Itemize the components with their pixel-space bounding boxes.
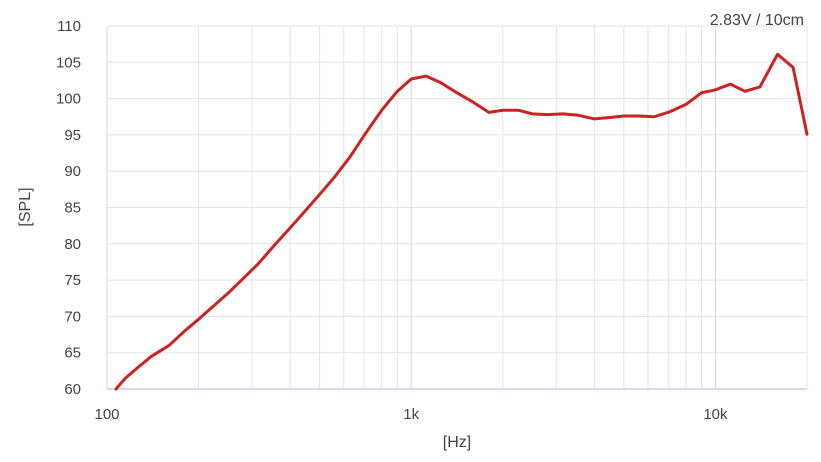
y-tick-labels: 60 65 70 75 80 85 90 95 100 105 110 [56, 18, 81, 398]
x-tick-label: 10k [703, 406, 728, 423]
y-tick-label: 80 [64, 236, 81, 253]
y-tick-label: 105 [56, 54, 81, 71]
y-tick-label: 75 [64, 272, 81, 289]
y-tick-label: 85 [64, 200, 81, 217]
x-tick-labels: 100 1k 10k [94, 406, 728, 423]
x-axis-label: [Hz] [443, 434, 471, 451]
y-tick-label: 100 [56, 91, 81, 108]
x-tick-label: 100 [94, 406, 119, 423]
measurement-condition-annotation: 2.83V / 10cm [710, 12, 804, 29]
y-tick-label: 95 [64, 127, 81, 144]
y-tick-label: 65 [64, 345, 81, 362]
x-tick-label: 1k [403, 406, 419, 423]
y-gridlines [107, 25, 807, 354]
y-tick-label: 110 [57, 18, 81, 35]
y-tick-label: 90 [64, 163, 81, 180]
y-axis-label: [SPL] [17, 187, 34, 226]
y-tick-label: 60 [64, 381, 81, 398]
y-tick-label: 70 [64, 308, 81, 325]
spl-response-line [114, 52, 809, 391]
